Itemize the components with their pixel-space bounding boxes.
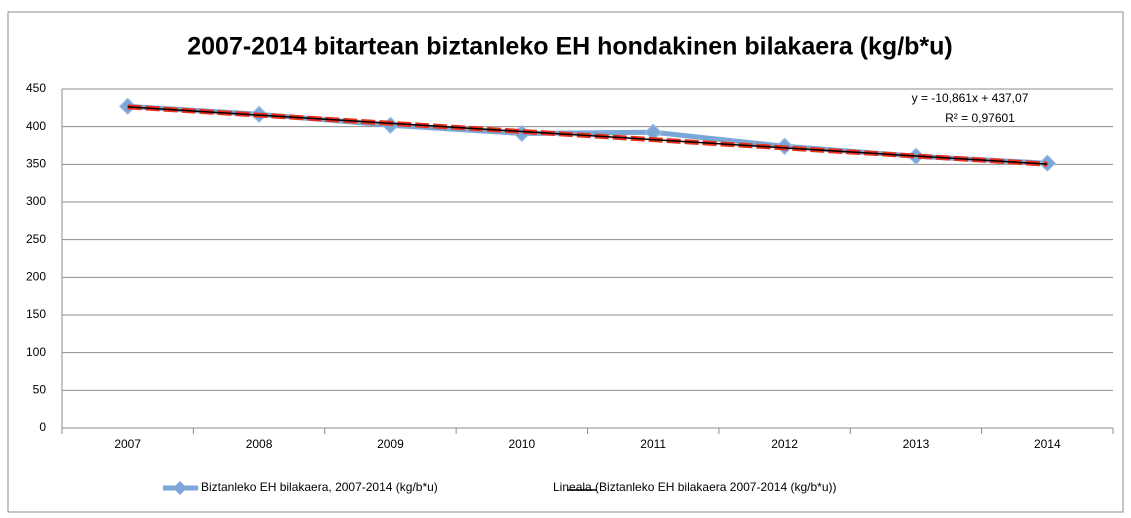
chart-title: 2007-2014 bitartean biztanleko EH hondak… (187, 33, 953, 61)
y-tick-label: 250 (26, 232, 46, 246)
x-tick-label: 2011 (640, 437, 666, 451)
x-tick-label: 2009 (377, 437, 404, 451)
chart-border (7, 11, 1124, 513)
y-tick-label: 200 (26, 270, 46, 284)
x-tick-label: 2013 (903, 437, 930, 451)
y-tick-label: 450 (26, 81, 46, 95)
y-tick-label: 0 (39, 420, 46, 434)
data-marker (118, 97, 137, 116)
x-tick-label: 2012 (771, 437, 798, 451)
trend-r2: R² = 0,97601 (945, 111, 1015, 125)
y-tick-label: 100 (26, 345, 46, 359)
trend-line-core (127, 106, 1048, 165)
y-tick-label: 300 (26, 194, 46, 208)
x-tick-label: 2010 (508, 437, 535, 451)
legend-marker (173, 481, 187, 495)
y-tick-label: 150 (26, 307, 46, 321)
y-tick-label: 50 (33, 383, 47, 397)
legend-label: Lineala (Biztanleko EH bilakaera 2007-20… (553, 480, 837, 494)
x-tick-label: 2007 (114, 437, 141, 451)
legend-label: Biztanleko EH bilakaera, 2007-2014 (kg/b… (201, 480, 438, 494)
trend-equation: y = -10,861x + 437,07 (912, 91, 1029, 105)
x-tick-label: 2008 (246, 437, 273, 451)
y-tick-label: 400 (26, 119, 46, 133)
x-tick-label: 2014 (1034, 437, 1061, 451)
y-tick-label: 350 (26, 157, 46, 171)
